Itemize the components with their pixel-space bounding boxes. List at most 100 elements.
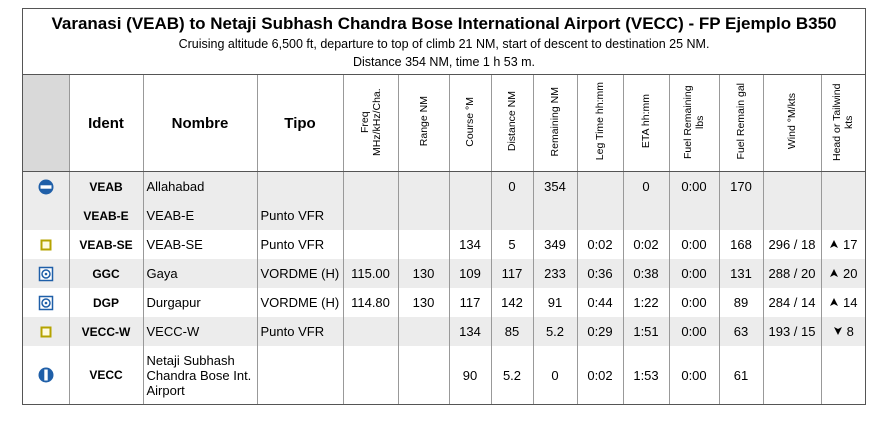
range-cell bbox=[397, 171, 449, 201]
column-header: Remaining NM bbox=[532, 75, 577, 172]
waypoint-icon bbox=[23, 346, 69, 404]
fuel-lbs-cell: 0:00 bbox=[668, 288, 719, 317]
range-cell bbox=[397, 317, 449, 346]
column-header-text: Fuel Remaining lbs bbox=[682, 84, 706, 159]
range-cell bbox=[397, 201, 449, 230]
leg-time-cell bbox=[576, 171, 623, 201]
remaining-cell: 0 bbox=[532, 346, 577, 404]
ident-cell: VEAB bbox=[68, 171, 143, 201]
remaining-cell: 349 bbox=[532, 230, 577, 259]
column-header: Head or Tailwind kts bbox=[820, 75, 865, 172]
column-header: Fuel Remaining lbs bbox=[668, 75, 719, 172]
icon bbox=[38, 266, 53, 281]
leg-time-cell: 0:02 bbox=[576, 346, 623, 404]
icon-header bbox=[23, 75, 69, 172]
table-body: VEAB Allahabad 0 354 0 0:00 170 VEAB-E VEAB-E Pun… bbox=[23, 171, 865, 404]
range-cell: 130 bbox=[397, 288, 449, 317]
icon bbox=[38, 367, 54, 383]
subtitle: Cruising altitude 6,500 ft, departure to… bbox=[178, 37, 710, 51]
eta-cell: 0:02 bbox=[622, 230, 669, 259]
ident-cell: DGP bbox=[68, 288, 143, 317]
leg-time-cell: 0:29 bbox=[576, 317, 623, 346]
fuel-gal-cell: 63 bbox=[718, 317, 763, 346]
distance-cell: 5 bbox=[490, 230, 533, 259]
wind-cell: 193 / 15 bbox=[762, 317, 821, 346]
waypoint-icon bbox=[23, 317, 69, 346]
remaining-cell: 5.2 bbox=[532, 317, 577, 346]
headwind-cell: 14 bbox=[820, 288, 865, 317]
course-cell bbox=[448, 171, 491, 201]
fuel-lbs-cell: 0:00 bbox=[668, 346, 719, 404]
wind-value: 8 bbox=[846, 324, 854, 339]
header-row: Ident Nombre Tipo Freq MHz/kHz/Cha. Range NM… bbox=[23, 75, 865, 172]
column-header: Ident bbox=[68, 75, 143, 172]
wind-arrow bbox=[830, 298, 839, 306]
route-row: VEAB Allahabad 0 354 0 0:00 170 bbox=[23, 171, 865, 201]
wind-cell: 284 / 14 bbox=[762, 288, 821, 317]
leg-time-cell: 0:02 bbox=[576, 230, 623, 259]
tipo-cell: VORDME (H) bbox=[256, 288, 343, 317]
headwind-cell: 20 bbox=[820, 259, 865, 288]
headwind-cell bbox=[820, 346, 865, 404]
course-cell: 90 bbox=[448, 346, 491, 404]
column-header: Tipo bbox=[256, 75, 343, 172]
route-row: VECC-W VECC-W Punto VFR 134 85 5.2 0:29 1:51 0:0… bbox=[23, 317, 865, 346]
nombre-cell: Durgapur bbox=[142, 288, 257, 317]
eta-cell: 1:53 bbox=[622, 346, 669, 404]
freq-cell bbox=[342, 346, 398, 404]
ident-cell: VEAB-SE bbox=[68, 230, 143, 259]
nombre-cell: VEAB-E bbox=[142, 201, 257, 230]
route-row: VECC Netaji Subhash Chandra Bose Int. Air… bbox=[23, 346, 865, 404]
wind-value: 14 bbox=[843, 295, 858, 310]
course-cell bbox=[448, 201, 491, 230]
freq-cell bbox=[342, 230, 398, 259]
header: Varanasi (VEAB) to Netaji Subhash Chandr… bbox=[23, 9, 865, 75]
distance-cell: 5.2 bbox=[490, 346, 533, 404]
column-header-text: Leg Time hh:mm bbox=[594, 82, 606, 161]
eta-cell: 1:51 bbox=[622, 317, 669, 346]
ident-cell: GGC bbox=[68, 259, 143, 288]
tipo-cell bbox=[256, 346, 343, 404]
wind-cell bbox=[762, 171, 821, 201]
wind-cell: 296 / 18 bbox=[762, 230, 821, 259]
icon bbox=[38, 295, 53, 310]
eta-cell: 0 bbox=[622, 171, 669, 201]
range-cell: 130 bbox=[397, 259, 449, 288]
flight-plan: Varanasi (VEAB) to Netaji Subhash Chandr… bbox=[22, 8, 866, 405]
freq-cell: 114.80 bbox=[342, 288, 398, 317]
column-header-text: Fuel Remain gal bbox=[735, 83, 747, 160]
icon bbox=[40, 326, 52, 337]
ident-cell: VEAB-E bbox=[68, 201, 143, 230]
headwind-cell bbox=[820, 171, 865, 201]
waypoint-icon bbox=[23, 259, 69, 288]
fuel-lbs-cell: 0:00 bbox=[668, 317, 719, 346]
distance-cell: 0 bbox=[490, 171, 533, 201]
remaining-cell: 233 bbox=[532, 259, 577, 288]
column-header-text: Freq MHz/kHz/Cha. bbox=[358, 87, 383, 156]
range-cell bbox=[397, 230, 449, 259]
fuel-lbs-cell: 0:00 bbox=[668, 259, 719, 288]
leg-time-cell: 0:36 bbox=[576, 259, 623, 288]
column-header: Course °M bbox=[448, 75, 491, 172]
column-header-text: Head or Tailwind kts bbox=[831, 82, 856, 161]
title: Varanasi (VEAB) to Netaji Subhash Chandr… bbox=[51, 14, 837, 33]
fuel-gal-cell: 170 bbox=[718, 171, 763, 201]
column-header: Wind °M/kts bbox=[762, 75, 821, 172]
column-header: Nombre bbox=[142, 75, 257, 172]
leg-time-cell bbox=[576, 201, 623, 230]
ident-cell: VECC-W bbox=[68, 317, 143, 346]
column-header-text: Distance NM bbox=[506, 91, 518, 152]
nombre-cell: Allahabad bbox=[142, 171, 257, 201]
wind-cell: 288 / 20 bbox=[762, 259, 821, 288]
route-row: DGP Durgapur VORDME (H) 114.80 130 117 142 91 0:… bbox=[23, 288, 865, 317]
fuel-gal-cell: 168 bbox=[718, 230, 763, 259]
wind-cell bbox=[762, 201, 821, 230]
fuel-lbs-cell: 0:00 bbox=[668, 230, 719, 259]
route-row: VEAB-E VEAB-E Punto VFR bbox=[23, 201, 865, 230]
column-header: Leg Time hh:mm bbox=[576, 75, 623, 172]
distance-cell: 117 bbox=[490, 259, 533, 288]
waypoint-icon bbox=[23, 201, 69, 230]
column-header-text: Wind °M/kts bbox=[786, 93, 798, 150]
wind-value: 17 bbox=[843, 237, 858, 252]
tipo-cell bbox=[256, 171, 343, 201]
